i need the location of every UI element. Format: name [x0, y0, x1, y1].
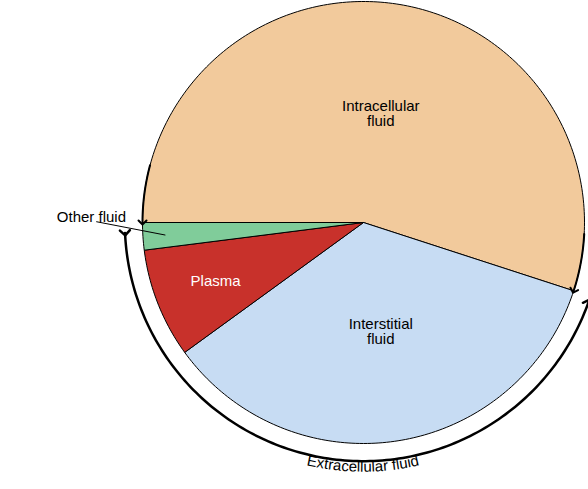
svg-text:Other fluid: Other fluid	[57, 208, 126, 225]
svg-text:Plasma: Plasma	[191, 272, 242, 289]
svg-text:Extracellular fluid: Extracellular fluid	[306, 452, 421, 475]
svg-text:Interstitialfluid: Interstitialfluid	[349, 315, 413, 347]
svg-text:Intracellularfluid: Intracellularfluid	[342, 97, 420, 129]
